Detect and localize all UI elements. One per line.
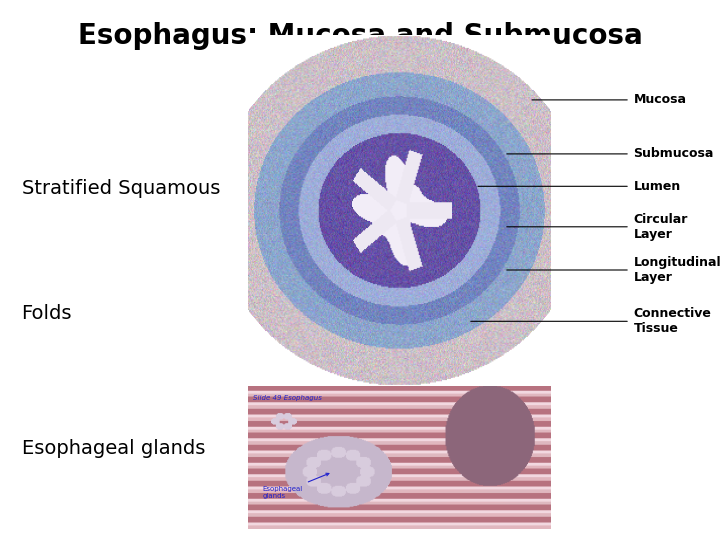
Text: Lumen: Lumen — [634, 180, 681, 193]
Text: Esophageal glands: Esophageal glands — [22, 438, 205, 458]
Text: Folds: Folds — [22, 303, 72, 323]
Text: Circular
Layer: Circular Layer — [634, 213, 688, 241]
Text: Longitudinal
Layer: Longitudinal Layer — [634, 256, 720, 284]
Text: Connective
Tissue: Connective Tissue — [634, 307, 711, 335]
Text: Esophagus: Mucosa and Submucosa: Esophagus: Mucosa and Submucosa — [78, 22, 642, 50]
Text: Submucosa: Submucosa — [634, 147, 714, 160]
Text: Stratified Squamous: Stratified Squamous — [22, 179, 220, 199]
Text: Mucosa: Mucosa — [634, 93, 687, 106]
